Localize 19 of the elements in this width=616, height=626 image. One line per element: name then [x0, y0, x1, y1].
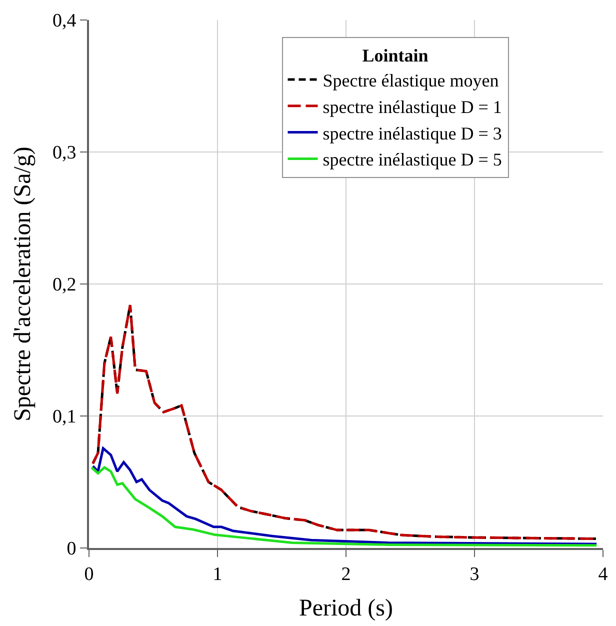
x-tick-label: 0	[84, 564, 94, 585]
x-tick-label: 1	[212, 564, 222, 585]
legend-label: spectre inélastique D = 5	[322, 150, 502, 170]
x-tick-label: 3	[470, 564, 480, 585]
y-tick-label: 0	[66, 538, 76, 560]
legend-label: Spectre élastique moyen	[322, 70, 499, 91]
y-tick-label: 0,1	[52, 406, 76, 428]
line-series	[92, 447, 598, 546]
y-axis-title: Spectre d'acceleration (Sa/g)	[10, 146, 36, 422]
y-tick-label: 0,3	[52, 142, 76, 164]
y-tick-label: 0,4	[52, 10, 77, 32]
legend-label: spectre inélastique D = 1	[322, 96, 502, 117]
line-series	[90, 466, 598, 547]
x-axis-title: Period (s)	[299, 596, 393, 622]
legend-title: Lointain	[362, 45, 428, 66]
x-tick-label: 4	[598, 564, 608, 585]
legend-label: spectre inélastique D = 3	[322, 123, 502, 144]
x-tick-label: 2	[341, 564, 351, 585]
y-tick-label: 0,2	[52, 274, 76, 296]
